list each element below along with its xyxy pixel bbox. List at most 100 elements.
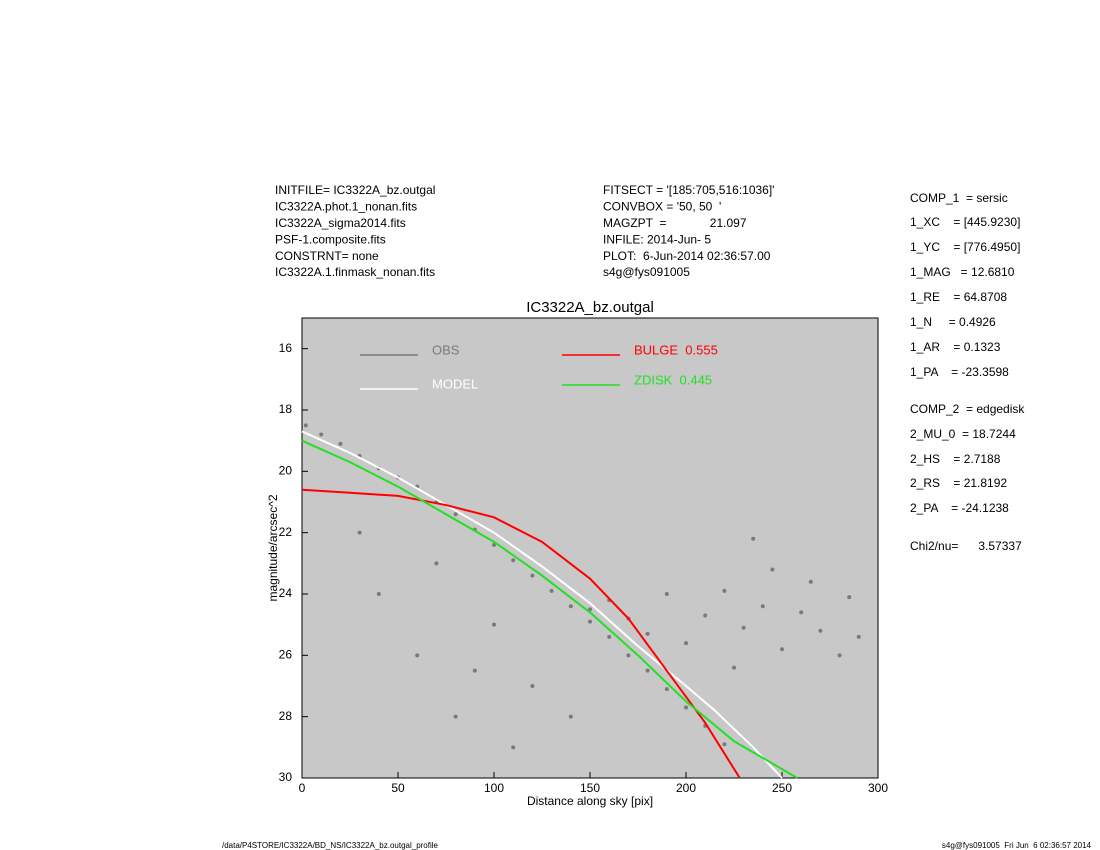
obs-point	[760, 604, 765, 609]
fit-parameter: 1_AR = 0.1323	[910, 340, 1001, 354]
fit-parameter: 1_RE = 64.8708	[910, 290, 1007, 304]
obs-point	[376, 592, 381, 596]
obs-point	[434, 561, 439, 566]
obs-point	[818, 628, 823, 633]
obs-point	[319, 432, 324, 437]
obs-point	[645, 668, 650, 673]
y-tick-label: 28	[279, 709, 293, 723]
obs-point	[357, 530, 362, 535]
obs-point	[453, 714, 458, 719]
obs-point	[837, 653, 842, 658]
obs-point	[472, 668, 477, 673]
y-tick-label: 20	[279, 464, 293, 478]
header-line: INFILE: 2014-Jun- 5	[603, 232, 711, 246]
header-line: IC3322A.1.finmask_nonan.fits	[275, 265, 435, 279]
obs-point	[549, 588, 554, 593]
obs-point	[770, 567, 775, 572]
obs-point	[664, 592, 669, 596]
fit-parameter: COMP_2 = edgedisk	[910, 402, 1025, 416]
legend-label: BULGE 0.555	[634, 342, 718, 357]
header-line: INITFILE= IC3322A_bz.outgal	[275, 183, 435, 197]
fit-parameter: 2_PA = -24.1238	[910, 501, 1009, 515]
y-axis-label: magnitude/arcsec^2	[266, 494, 280, 601]
legend-label: ZDISK 0.445	[634, 372, 712, 387]
footer-path: /data/P4STORE/IC3322A/BD_NS/IC3322A_bz.o…	[222, 841, 439, 850]
obs-point	[703, 613, 708, 618]
x-axis-label: Distance along sky [pix]	[527, 794, 653, 808]
obs-point	[751, 536, 756, 541]
header-line: FITSECT = '[185:705,516:1036]'	[603, 183, 774, 197]
fit-parameter: 1_XC = [445.9230]	[910, 215, 1020, 229]
obs-point	[645, 631, 650, 636]
obs-point	[511, 745, 516, 750]
plot-area	[301, 317, 879, 779]
header-line: s4g@fys091005	[603, 265, 690, 279]
obs-point	[799, 610, 804, 615]
header-line: PLOT: 6-Jun-2014 02:36:57.00	[603, 249, 771, 263]
fit-parameter: 1_YC = [776.4950]	[910, 240, 1020, 254]
obs-point	[741, 625, 746, 630]
obs-point	[856, 634, 861, 639]
obs-point	[780, 647, 784, 652]
fit-parameter: Chi2/nu= 3.57337	[910, 539, 1022, 553]
obs-point	[303, 423, 308, 428]
chart-title: IC3322A_bz.outgal	[526, 299, 654, 316]
obs-point	[684, 705, 688, 710]
obs-point	[684, 641, 688, 646]
y-tick-label: 24	[279, 586, 293, 600]
x-tick-label: 0	[299, 781, 306, 795]
obs-point	[732, 665, 736, 670]
profile-line	[301, 488, 741, 779]
fit-parameter: 2_RS = 21.8192	[910, 476, 1007, 490]
header-line: IC3322A_sigma2014.fits	[275, 216, 406, 230]
footer-stamp: s4g@fys091005 Fri Jun 6 02:36:57 2014	[942, 841, 1092, 850]
y-tick-label: 18	[279, 402, 293, 416]
obs-point	[338, 441, 343, 446]
header-line: CONVBOX = '50, 50 '	[603, 200, 721, 214]
obs-point	[453, 512, 458, 517]
fit-parameter: 2_MU_0 = 18.7244	[910, 427, 1016, 441]
x-tick-label: 150	[580, 781, 600, 795]
obs-point	[588, 619, 592, 624]
header-line: PSF-1.composite.fits	[275, 232, 386, 246]
profile-line	[301, 439, 798, 779]
obs-point	[626, 653, 631, 658]
x-tick-label: 250	[772, 781, 792, 795]
obs-point	[511, 558, 516, 563]
x-tick-label: 100	[484, 781, 504, 795]
x-tick-label: 200	[676, 781, 696, 795]
fit-parameter: 1_PA = -23.3598	[910, 365, 1009, 379]
legend-label: MODEL	[432, 376, 478, 391]
obs-point	[588, 607, 592, 612]
obs-point	[847, 595, 852, 600]
obs-point	[808, 579, 813, 584]
obs-point	[568, 714, 573, 719]
y-tick-label: 30	[279, 770, 293, 784]
plot-marks	[301, 423, 861, 779]
legend-label: OBS	[432, 342, 460, 357]
obs-point	[722, 742, 727, 747]
obs-point	[492, 542, 496, 547]
x-tick-label: 300	[868, 781, 888, 795]
header-line: CONSTRNT= none	[275, 249, 379, 263]
fit-parameter: 1_N = 0.4926	[910, 315, 996, 329]
obs-point	[415, 653, 420, 658]
x-tick-label: 50	[391, 781, 405, 795]
fit-parameter: 2_HS = 2.7188	[910, 452, 1001, 466]
fit-parameter: 1_MAG = 12.6810	[910, 265, 1015, 279]
obs-point	[722, 588, 727, 593]
header-line: MAGZPT = 21.097	[603, 216, 747, 230]
fit-parameter: COMP_1 = sersic	[910, 191, 1008, 205]
obs-point	[568, 604, 573, 609]
obs-point	[664, 687, 669, 692]
y-tick-label: 26	[279, 648, 293, 662]
y-tick-label: 16	[279, 341, 293, 355]
obs-point	[607, 634, 612, 639]
profile-line	[301, 430, 783, 779]
obs-point	[530, 684, 535, 688]
y-tick-label: 22	[279, 525, 293, 539]
header-line: IC3322A.phot.1_nonan.fits	[275, 200, 417, 214]
obs-point	[492, 622, 496, 627]
obs-point	[530, 573, 535, 578]
